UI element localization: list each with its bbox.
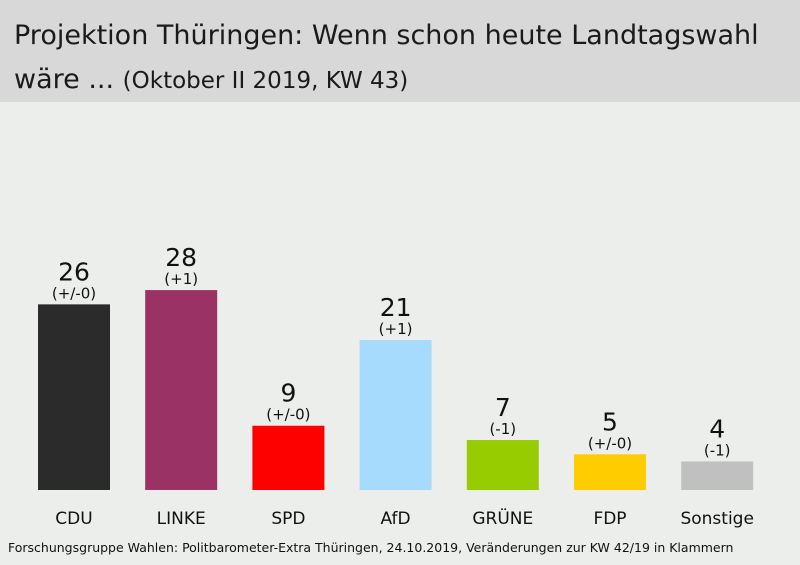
change-label-cdu: (+/-0) bbox=[52, 284, 96, 302]
chart-subtitle: (Oktober II 2019, KW 43) bbox=[122, 68, 409, 94]
change-label-fdp: (+/-0) bbox=[588, 434, 632, 452]
category-label-afd: AfD bbox=[381, 509, 411, 529]
value-label-linke: 28 bbox=[165, 243, 197, 272]
change-label-grüne: (-1) bbox=[489, 420, 516, 438]
category-label-spd: SPD bbox=[271, 509, 305, 529]
bar-sonstige bbox=[681, 461, 754, 490]
value-label-spd: 9 bbox=[280, 379, 296, 408]
change-label-sonstige: (-1) bbox=[704, 441, 731, 459]
value-label-afd: 21 bbox=[380, 293, 412, 322]
source-note: Forschungsgruppe Wahlen: Politbarometer-… bbox=[8, 540, 734, 555]
bar-chart: (+/-0)26CDU(+1)28LINKE(+/-0)9SPD(+1)21Af… bbox=[38, 243, 754, 529]
value-label-sonstige: 4 bbox=[709, 414, 725, 443]
category-label-grüne: GRÜNE bbox=[472, 507, 533, 529]
value-label-fdp: 5 bbox=[602, 407, 618, 436]
value-label-grüne: 7 bbox=[495, 393, 511, 422]
change-label-spd: (+/-0) bbox=[266, 406, 310, 424]
change-label-afd: (+1) bbox=[379, 320, 413, 338]
bar-fdp bbox=[574, 454, 646, 490]
change-label-linke: (+1) bbox=[164, 270, 198, 288]
category-label-linke: LINKE bbox=[157, 509, 206, 529]
bar-cdu bbox=[38, 304, 110, 490]
bar-afd bbox=[359, 340, 432, 490]
category-label-fdp: FDP bbox=[593, 509, 626, 529]
value-label-cdu: 26 bbox=[58, 257, 90, 286]
bar-spd bbox=[252, 425, 325, 490]
bar-linke bbox=[145, 290, 218, 490]
chart-title-block: Projektion Thüringen: Wenn schon heute L… bbox=[14, 14, 794, 103]
bar-grüne bbox=[466, 440, 539, 490]
chart-header: Projektion Thüringen: Wenn schon heute L… bbox=[0, 0, 800, 102]
chart-title: Projektion Thüringen: Wenn schon heute L… bbox=[14, 20, 759, 95]
category-label-sonstige: Sonstige bbox=[680, 509, 753, 529]
category-label-cdu: CDU bbox=[55, 509, 92, 529]
